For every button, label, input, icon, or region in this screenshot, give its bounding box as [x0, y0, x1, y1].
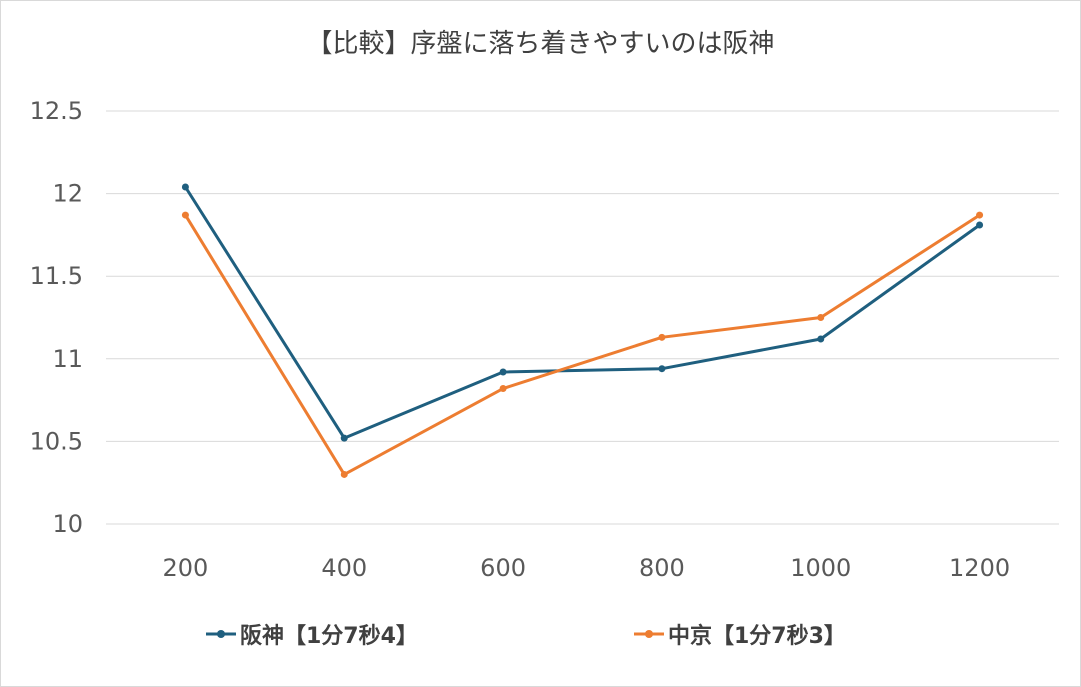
- x-tick-label: 400: [321, 554, 367, 582]
- legend-marker-series-2: [634, 630, 664, 638]
- legend-item-series-1: 阪神【1分7秒4】: [206, 618, 418, 650]
- series-2-point: [658, 333, 666, 341]
- y-tick-label: 11: [52, 345, 83, 373]
- legend-label-series-1: 阪神【1分7秒4】: [240, 624, 418, 649]
- series-2-point: [817, 314, 825, 321]
- series-1-point: [340, 434, 348, 442]
- y-tick-label: 10: [52, 510, 83, 538]
- series-1-point: [658, 365, 666, 373]
- x-tick-label: 800: [639, 554, 685, 582]
- y-tick-label: 10.5: [30, 427, 83, 455]
- x-tick-label: 1200: [949, 554, 1010, 582]
- series-2-point: [499, 385, 507, 393]
- x-tick-label: 1000: [790, 554, 851, 582]
- series-line-2: [184, 213, 981, 476]
- series-1-point: [976, 221, 984, 229]
- y-tick-label: 12: [52, 180, 83, 208]
- legend: 阪神【1分7秒4】 中京【1分7秒3】: [1, 618, 1080, 658]
- chart-title: 【比較】序盤に落ち着きやすいのは阪神: [306, 29, 775, 59]
- series-2-point: [976, 211, 984, 219]
- series-1-point: [817, 335, 825, 343]
- legend-marker-series-1: [206, 630, 236, 638]
- x-tick-label: 200: [163, 554, 209, 582]
- y-tick-label: 11.5: [30, 262, 83, 290]
- series-1-point: [181, 183, 189, 191]
- legend-label-series-2: 中京【1分7秒3】: [668, 624, 846, 649]
- y-tick-label: 12.5: [30, 97, 83, 125]
- legend-item-series-2: 中京【1分7秒3】: [634, 618, 846, 650]
- series-2-point: [181, 211, 189, 219]
- series-line-1: [184, 186, 981, 440]
- x-tick-label: 600: [480, 554, 526, 582]
- series-1-point: [499, 368, 507, 376]
- series-2-point: [340, 470, 348, 478]
